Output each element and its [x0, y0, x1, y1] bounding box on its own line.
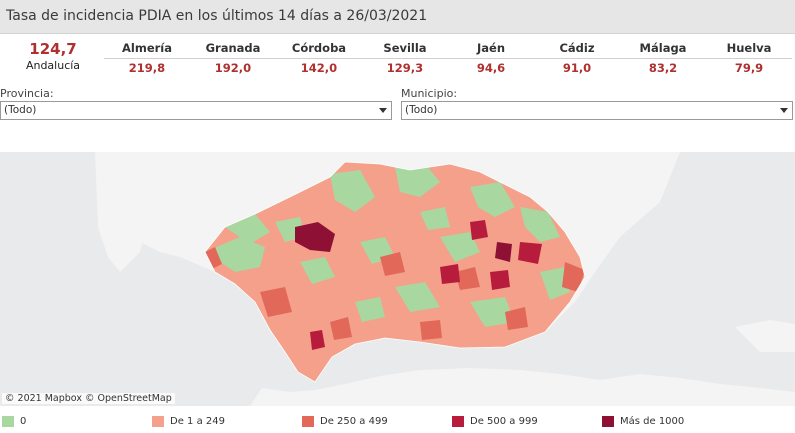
municipio-selected: (Todo)	[405, 104, 438, 116]
provincia-selected: (Todo)	[4, 104, 37, 116]
andalucia-outline	[204, 161, 586, 383]
province-name: Almería	[122, 41, 172, 55]
province-name: Huelva	[726, 41, 772, 55]
municipio-filter: Municipio: (Todo)	[401, 87, 793, 120]
province-values-row: 219,8 192,0 142,0 129,3 94,6 91,0 83,2 7…	[104, 59, 792, 78]
legend-item-2: De 250 a 499	[302, 416, 388, 427]
legend-item-0: 0	[2, 416, 26, 427]
province-value: 142,0	[300, 61, 338, 75]
province-value: 79,9	[734, 61, 764, 75]
chevron-down-icon[interactable]	[780, 108, 788, 113]
legend-item-4: Más de 1000	[602, 416, 684, 427]
legend: 0 De 1 a 249 De 250 a 499 De 500 a 999 M…	[0, 413, 795, 431]
municipio-label: Municipio:	[401, 87, 458, 100]
title-bar: Tasa de incidencia PDIA en los últimos 1…	[0, 0, 795, 34]
choropleth-map[interactable]: © 2021 Mapbox © OpenStreetMap	[0, 152, 795, 406]
legend-label: De 1 a 249	[170, 416, 225, 427]
balearic-land	[735, 320, 795, 352]
province-table: Almería Granada Córdoba Sevilla Jaén Cád…	[104, 40, 792, 78]
total-label: Andalucía	[25, 59, 81, 72]
province-name: Sevilla	[383, 41, 427, 55]
provincia-dropdown[interactable]: (Todo)	[0, 101, 392, 120]
legend-label: Más de 1000	[620, 416, 685, 427]
total-kpi: 124,7 Andalucía	[8, 40, 98, 72]
map-canvas[interactable]	[0, 152, 795, 406]
province-name: Jaén	[476, 41, 506, 55]
province-names-row: Almería Granada Córdoba Sevilla Jaén Cád…	[104, 40, 792, 59]
province-value: 129,3	[386, 61, 424, 75]
legend-swatch	[602, 416, 614, 427]
chevron-down-icon[interactable]	[379, 108, 387, 113]
map-attribution: © 2021 Mapbox © OpenStreetMap	[2, 393, 175, 404]
province-name: Málaga	[639, 41, 687, 55]
province-value: 192,0	[214, 61, 252, 75]
legend-swatch	[2, 416, 14, 427]
province-value: 94,6	[476, 61, 506, 75]
legend-label: De 500 a 999	[470, 416, 538, 427]
provincia-filter: Provincia: (Todo)	[0, 87, 392, 120]
municipio-dropdown[interactable]: (Todo)	[401, 101, 793, 120]
province-value: 219,8	[128, 61, 166, 75]
legend-label: 0	[20, 416, 27, 427]
province-name: Granada	[205, 41, 261, 55]
page-title: Tasa de incidencia PDIA en los últimos 1…	[6, 8, 428, 24]
legend-swatch	[152, 416, 164, 427]
legend-swatch	[452, 416, 464, 427]
legend-item-3: De 500 a 999	[452, 416, 538, 427]
portugal-coast	[95, 152, 160, 272]
province-value: 83,2	[648, 61, 678, 75]
legend-item-1: De 1 a 249	[152, 416, 225, 427]
province-name: Córdoba	[291, 41, 347, 55]
province-value: 91,0	[562, 61, 592, 75]
legend-label: De 250 a 499	[320, 416, 388, 427]
province-name: Cádiz	[559, 41, 595, 55]
total-value: 124,7	[29, 40, 77, 58]
legend-swatch	[302, 416, 314, 427]
provincia-label: Provincia:	[0, 87, 54, 100]
africa-land	[250, 368, 795, 406]
